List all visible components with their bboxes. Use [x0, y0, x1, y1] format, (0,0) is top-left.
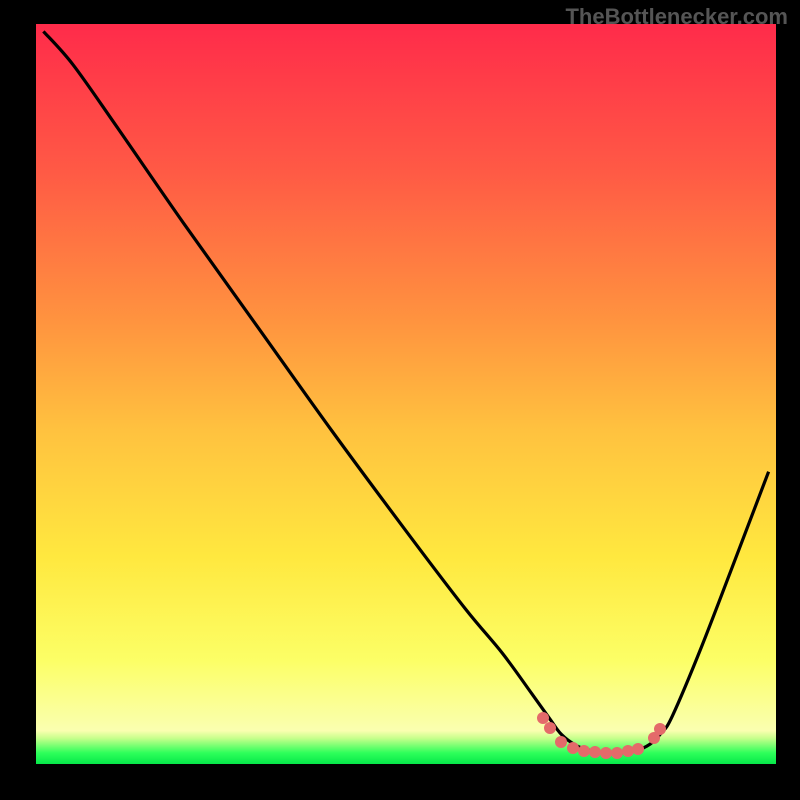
watermark-text: TheBottlenecker.com	[565, 4, 788, 30]
curve-marker	[544, 722, 556, 734]
curve-markers	[36, 24, 776, 764]
curve-marker	[654, 723, 666, 735]
plot-area	[36, 24, 776, 764]
curve-marker	[567, 742, 579, 754]
curve-marker	[632, 743, 644, 755]
curve-marker	[611, 747, 623, 759]
